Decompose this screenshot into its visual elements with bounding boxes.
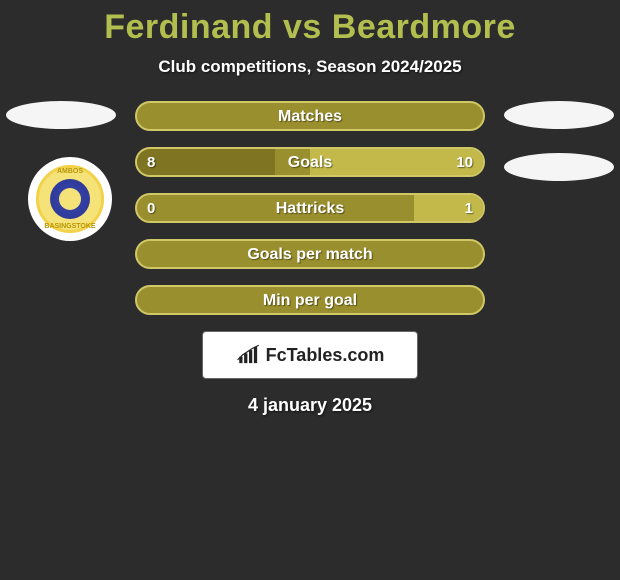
- stat-row: Min per goal: [135, 285, 485, 315]
- stat-label: Goals: [137, 154, 483, 172]
- club-badge-inner: AMBOS BASINGSTOKE: [36, 165, 104, 233]
- stat-row: Hattricks0 1: [135, 193, 485, 223]
- compare-area: AMBOS BASINGSTOKE MatchesGoals810Hattric…: [0, 101, 620, 315]
- page-title: Ferdinand vs Beardmore: [0, 0, 620, 47]
- stat-label: Matches: [137, 108, 483, 126]
- stat-label: Goals per match: [137, 246, 483, 264]
- subtitle: Club competitions, Season 2024/2025: [0, 57, 620, 77]
- stat-label: Hattricks: [137, 200, 483, 218]
- club-badge: AMBOS BASINGSTOKE: [28, 157, 112, 241]
- club-badge-center: [50, 179, 90, 219]
- stat-row: Goals8 10: [135, 147, 485, 177]
- stat-value-right: 1: [465, 200, 473, 217]
- club-badge-text-bottom: BASINGSTOKE: [36, 223, 104, 230]
- stat-value-left: 0: [147, 200, 155, 217]
- stat-row: Matches: [135, 101, 485, 131]
- footer-brand-text: FcTables.com: [266, 345, 385, 366]
- player-slot-left: [6, 101, 116, 129]
- page-root: Ferdinand vs Beardmore Club competitions…: [0, 0, 620, 580]
- stat-row: Goals per match: [135, 239, 485, 269]
- club-badge-text-top: AMBOS: [36, 168, 104, 175]
- stat-value-right: 10: [456, 154, 473, 171]
- footer-brand-box: FcTables.com: [202, 331, 418, 379]
- stat-value-left: 8: [147, 154, 155, 171]
- player-slot-right-2: [504, 153, 614, 181]
- bar-chart-icon: [236, 344, 262, 366]
- club-badge-ball-icon: [59, 188, 81, 210]
- stat-label: Min per goal: [137, 292, 483, 310]
- stat-rows: Matches Goals8 10 Hattricks0 1 Goals per matc…: [135, 101, 485, 315]
- player-slot-right-1: [504, 101, 614, 129]
- snapshot-date: 4 january 2025: [0, 395, 620, 416]
